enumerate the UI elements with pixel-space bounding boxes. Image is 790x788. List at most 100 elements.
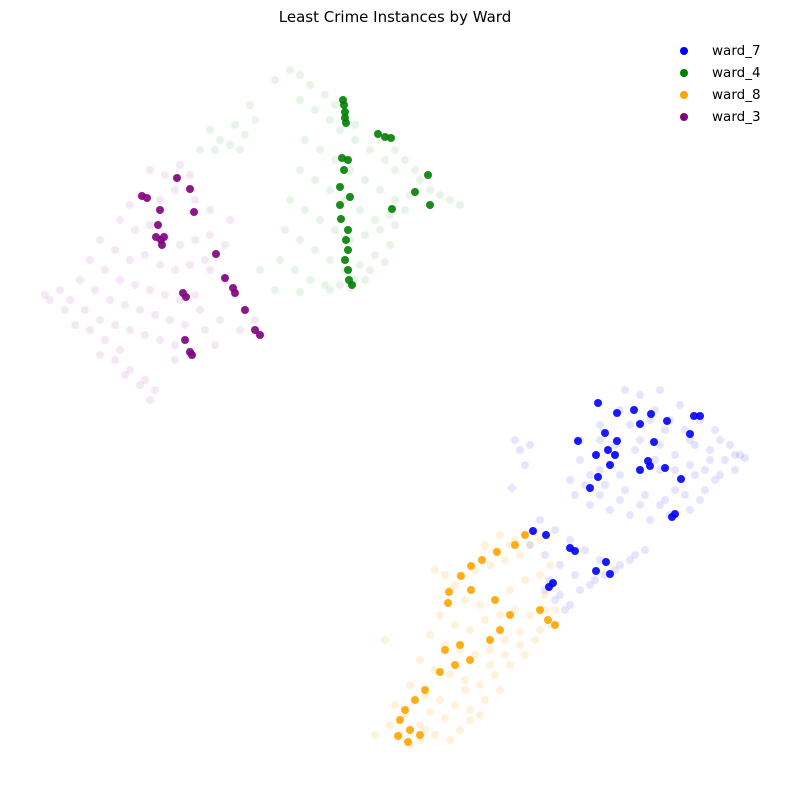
data-point [591,576,599,584]
data-point [311,176,319,184]
data-point [501,636,509,644]
data-point [96,351,104,359]
data-point [586,471,594,479]
data-point [481,616,489,624]
data-point [321,91,329,99]
data-point [676,401,684,409]
data-point [316,216,324,224]
data-point [691,441,699,449]
data-point [306,81,314,89]
data-point [476,601,484,609]
data-point [351,121,359,129]
data-point [721,456,729,464]
data-point [316,146,324,154]
data-point [176,296,184,304]
data-point [441,714,449,722]
data-point [636,436,644,444]
data-point [646,416,654,424]
data-point-highlight [341,256,349,264]
data-point-highlight [241,306,249,314]
data-point-highlight [478,556,486,564]
data-point [236,326,244,334]
data-point [156,336,164,344]
legend: ward_7 ward_4 ward_8 ward_3 [680,40,761,128]
data-point [576,586,584,594]
data-point-highlight [613,437,621,445]
data-point [486,646,494,654]
data-point [411,166,419,174]
data-point [331,226,339,234]
data-point [76,276,84,284]
data-point [726,441,734,449]
legend-marker [680,69,688,77]
data-point-highlight [511,541,519,549]
data-point [571,491,579,499]
data-point [551,596,559,604]
data-point [151,311,159,319]
data-point [296,96,304,104]
data-point [451,581,459,589]
data-point [516,628,524,636]
data-point [536,571,544,579]
data-point-highlight [444,599,452,607]
data-point [651,456,659,464]
data-point [371,251,379,259]
data-point [96,236,104,244]
data-point [356,261,364,269]
data-point [461,596,469,604]
legend-marker [680,91,688,99]
data-point-highlight [158,241,166,249]
data-point [226,141,234,149]
data-point-highlight [416,731,424,739]
legend-item-ward_7: ward_7 [680,40,761,62]
data-point [546,561,554,569]
data-point [696,496,704,504]
data-point [116,276,124,284]
data-point-highlight [154,221,162,229]
data-point [536,516,544,524]
data-point [276,256,284,264]
data-point [526,611,534,619]
data-point-highlight [436,668,444,676]
data-point [286,66,294,74]
data-point [501,651,509,659]
data-point [511,436,519,444]
data-point [656,441,664,449]
data-point [356,206,364,214]
data-point [661,496,669,504]
data-point [211,146,219,154]
data-point [206,126,214,134]
data-point [686,506,694,514]
data-point [626,421,634,429]
data-point [311,106,319,114]
data-point [281,226,289,234]
data-point-highlight [190,208,198,216]
data-point [496,531,504,539]
data-point-highlight [574,437,582,445]
data-point-highlight [456,641,464,649]
data-point [436,191,444,199]
data-point-highlight [401,706,409,714]
data-point [711,426,719,434]
data-point [691,471,699,479]
data-point [336,126,344,134]
data-point [741,454,749,462]
data-point [81,306,89,314]
data-point [361,231,369,239]
legend-label: ward_8 [712,87,761,103]
data-point [106,296,114,304]
data-point-highlight [424,171,432,179]
data-point-highlight [592,451,600,459]
data-point [461,676,469,684]
series-ward_3 [41,161,264,404]
data-point [371,731,379,739]
data-point [481,696,489,704]
data-point [566,536,574,544]
data-point [481,541,489,549]
data-point-highlight [661,464,669,472]
data-point [176,161,184,169]
data-point [366,146,374,154]
data-point [731,466,739,474]
data-point [301,136,309,144]
data-point [621,486,629,494]
